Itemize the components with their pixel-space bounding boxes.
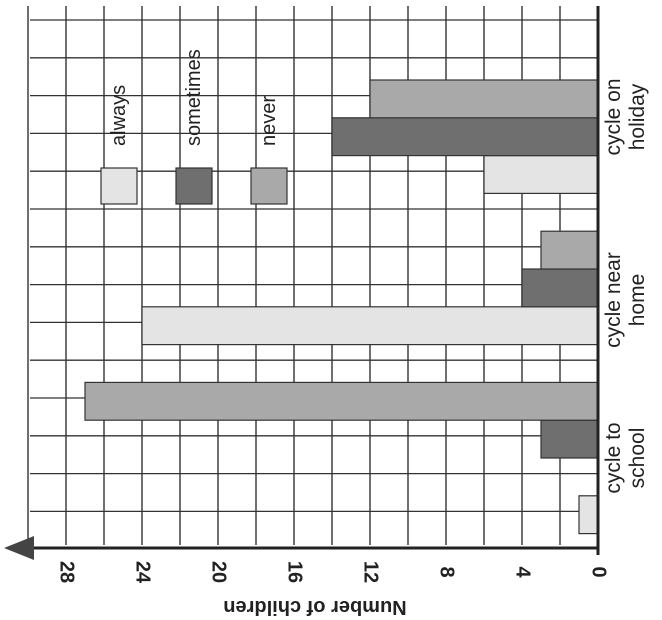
bar-never-0 — [84, 381, 599, 421]
category-label: cycle onholiday — [602, 78, 649, 155]
value-axis — [4, 6, 600, 560]
tick-label: 0 — [588, 566, 610, 577]
tick-label: 8 — [436, 566, 458, 577]
category-label: cycle toschool — [602, 422, 649, 493]
legend-swatch-always — [100, 167, 138, 205]
legend-label-never: never — [258, 96, 280, 146]
category-label-line: home — [626, 274, 649, 327]
legend-label-always: always — [108, 85, 130, 146]
axis-arrow — [4, 536, 34, 560]
category-labels: cycle toschool cycle nearhome cycle onholi… — [602, 78, 649, 493]
bar-never-2 — [369, 79, 599, 119]
tick-labels: 0 4 8 12 16 20 24 28 — [56, 561, 610, 584]
bar-always-2 — [483, 155, 599, 195]
tick-label: 28 — [56, 561, 78, 583]
category-label-line: cycle near — [602, 252, 625, 348]
bar-sometimes-1 — [521, 268, 599, 308]
bar-always-1 — [141, 306, 599, 346]
tick-label: 4 — [512, 566, 534, 578]
bar-sometimes-0 — [540, 419, 599, 459]
category-label-line: cycle to — [602, 422, 625, 493]
category-label-line: holiday — [626, 83, 649, 150]
chart-legend: always sometimes never — [100, 49, 288, 205]
axis-title: Number of children — [223, 596, 406, 618]
tick-label: 16 — [284, 561, 306, 583]
bar-never-1 — [540, 230, 599, 270]
category-label: cycle nearhome — [602, 252, 649, 348]
legend-label-sometimes: sometimes — [183, 49, 205, 146]
category-label-line: school — [626, 428, 649, 489]
legend-swatch-never — [250, 167, 288, 205]
bar-always-0 — [578, 495, 599, 535]
tick-label: 12 — [360, 561, 382, 583]
category-label-line: cycle on — [602, 78, 625, 155]
tick-label: 24 — [132, 561, 154, 584]
tick-label: 20 — [208, 561, 230, 583]
legend-swatch-sometimes — [175, 167, 213, 205]
bar-sometimes-2 — [331, 117, 599, 157]
chart-bars — [84, 79, 599, 535]
